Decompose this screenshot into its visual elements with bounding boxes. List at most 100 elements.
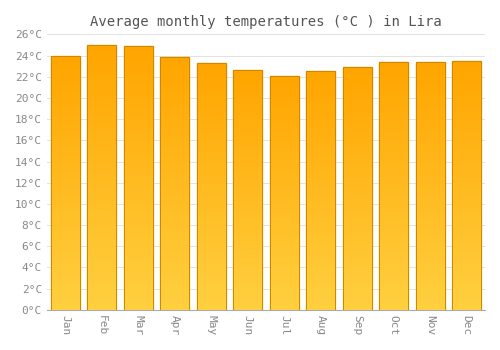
Bar	[270, 141, 299, 144]
Bar	[452, 230, 482, 233]
Bar	[233, 252, 262, 255]
Bar	[379, 290, 408, 293]
Bar	[452, 116, 482, 118]
Bar	[196, 75, 226, 78]
Bar	[342, 300, 372, 303]
Bar	[160, 270, 190, 272]
Bar	[342, 104, 372, 106]
Bar	[306, 255, 336, 258]
Bar	[233, 257, 262, 260]
Bar	[306, 281, 336, 284]
Bar	[270, 275, 299, 277]
Bar	[160, 62, 190, 64]
Bar	[306, 188, 336, 191]
Bar	[416, 117, 445, 119]
Bar	[270, 204, 299, 207]
Bar	[342, 128, 372, 130]
Bar	[342, 259, 372, 261]
Bar	[416, 97, 445, 99]
Bar	[416, 84, 445, 87]
Bar	[87, 212, 116, 215]
Bar	[270, 197, 299, 200]
Bar	[124, 80, 152, 83]
Bar	[416, 228, 445, 231]
Bar	[452, 121, 482, 123]
Bar	[306, 169, 336, 171]
Bar	[196, 63, 226, 310]
Bar	[196, 231, 226, 233]
Bar	[160, 115, 190, 117]
Bar	[342, 86, 372, 89]
Bar	[160, 219, 190, 221]
Bar	[416, 280, 445, 282]
Bar	[50, 175, 80, 177]
Bar	[124, 138, 152, 141]
Bar	[342, 172, 372, 174]
Bar	[270, 158, 299, 160]
Bar	[124, 88, 152, 91]
Bar	[270, 263, 299, 265]
Bar	[50, 233, 80, 236]
Bar	[124, 196, 152, 199]
Bar	[416, 94, 445, 97]
Bar	[306, 203, 336, 205]
Bar	[233, 111, 262, 113]
Bar	[452, 195, 482, 198]
Bar	[124, 93, 152, 96]
Bar	[50, 241, 80, 244]
Bar	[233, 286, 262, 288]
Bar	[270, 286, 299, 289]
Bar	[342, 67, 372, 70]
Bar	[270, 118, 299, 120]
Bar	[342, 152, 372, 155]
Bar	[379, 136, 408, 139]
Bar	[196, 85, 226, 88]
Bar	[124, 144, 152, 146]
Bar	[379, 82, 408, 84]
Bar	[87, 90, 116, 93]
Bar	[50, 229, 80, 231]
Bar	[270, 268, 299, 270]
Bar	[270, 125, 299, 127]
Bar	[233, 78, 262, 80]
Bar	[50, 226, 80, 229]
Bar	[50, 261, 80, 264]
Bar	[379, 298, 408, 300]
Bar	[233, 202, 262, 204]
Bar	[124, 46, 152, 310]
Bar	[124, 241, 152, 244]
Bar	[342, 230, 372, 232]
Bar	[160, 196, 190, 198]
Bar	[270, 228, 299, 230]
Bar	[50, 74, 80, 76]
Bar	[306, 133, 336, 136]
Bar	[124, 270, 152, 273]
Bar	[160, 173, 190, 176]
Bar	[306, 157, 336, 160]
Bar	[160, 133, 190, 135]
Bar	[196, 107, 226, 110]
Bar	[306, 136, 336, 138]
Bar	[270, 132, 299, 134]
Bar	[379, 256, 408, 258]
Bar	[306, 215, 336, 217]
Bar	[379, 268, 408, 270]
Bar	[342, 140, 372, 142]
Bar	[196, 167, 226, 169]
Bar	[124, 51, 152, 54]
Bar	[50, 205, 80, 208]
Bar	[379, 72, 408, 74]
Bar	[124, 302, 152, 304]
Bar	[452, 153, 482, 155]
Bar	[50, 203, 80, 205]
Bar	[342, 77, 372, 79]
Bar	[233, 94, 262, 97]
Bar	[196, 90, 226, 93]
Bar	[124, 199, 152, 202]
Bar	[270, 167, 299, 169]
Bar	[87, 241, 116, 244]
Bar	[416, 302, 445, 305]
Bar	[452, 293, 482, 295]
Bar	[379, 293, 408, 295]
Bar	[160, 274, 190, 277]
